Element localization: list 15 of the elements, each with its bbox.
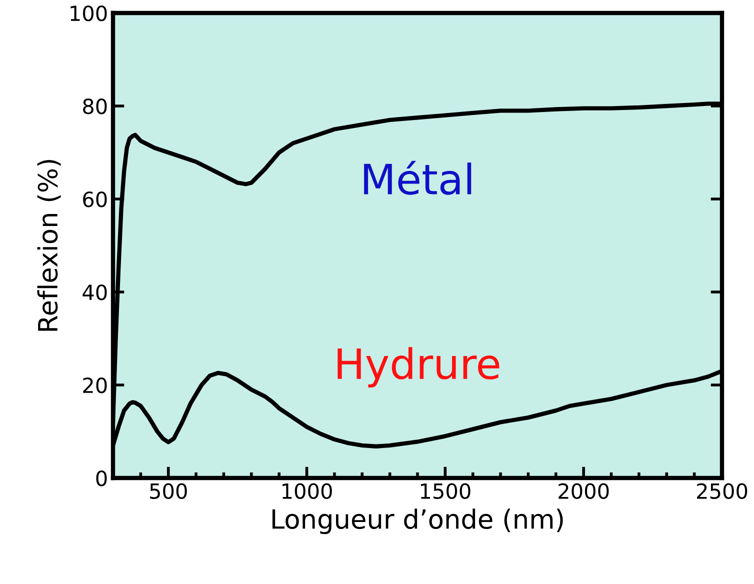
y-tick-label: 60 — [83, 191, 107, 208]
y-tick-label: 100 — [70, 5, 107, 22]
x-tick-label: 1000 — [282, 483, 332, 499]
y-tick-label: 0 — [96, 470, 107, 486]
y-tick-label: 20 — [83, 377, 107, 394]
y-tick-label: 40 — [82, 284, 107, 300]
y-axis-title: Reflexion (%) — [37, 160, 61, 331]
y-tick-label: 80 — [83, 98, 107, 114]
x-tick-label: 2000 — [558, 483, 609, 499]
x-tick-label: 1500 — [420, 483, 470, 499]
series-label: Hydrure — [338, 347, 500, 388]
x-tick-label: 2500 — [697, 483, 748, 499]
x-tick-label: 500 — [150, 483, 187, 499]
series-label: Métal — [364, 160, 472, 195]
x-axis-title: Longueur d’onde (nm) — [272, 508, 563, 534]
